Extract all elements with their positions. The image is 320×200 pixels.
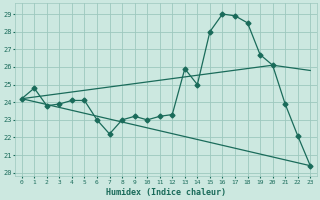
X-axis label: Humidex (Indice chaleur): Humidex (Indice chaleur) xyxy=(106,188,226,197)
